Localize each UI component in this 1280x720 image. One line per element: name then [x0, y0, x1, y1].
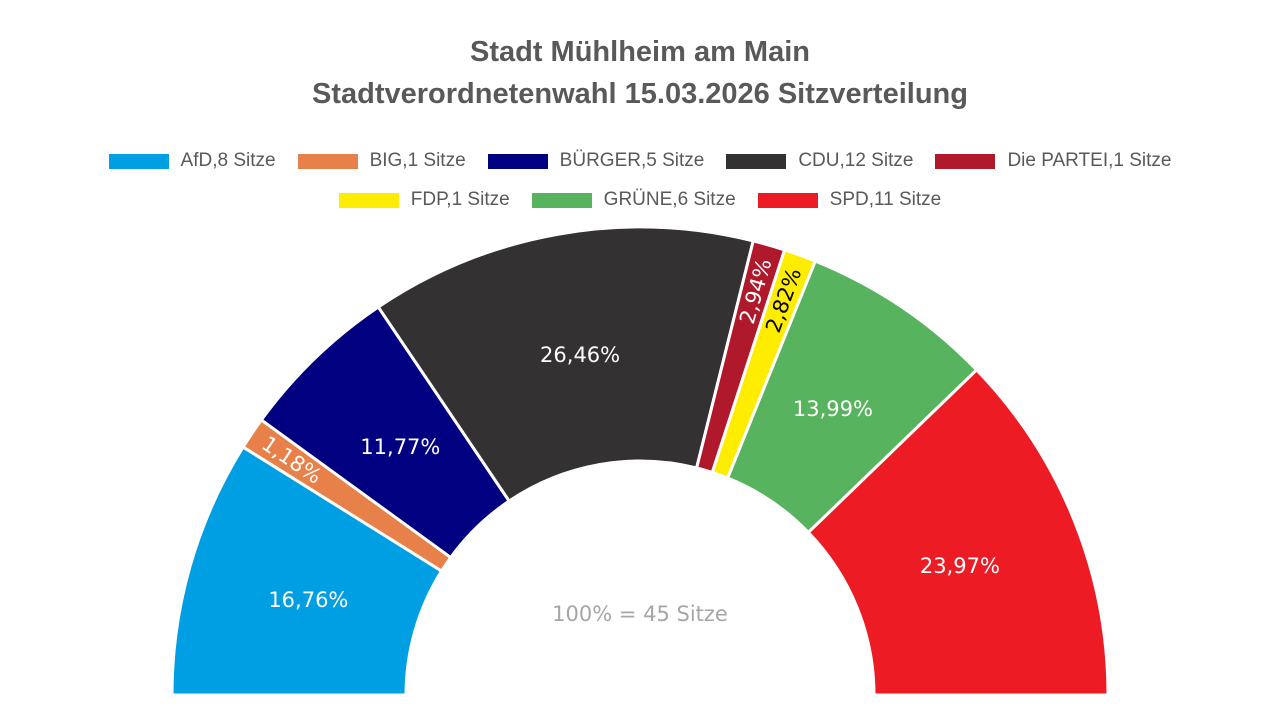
legend-label: AfD,8 Sitze	[180, 150, 276, 171]
data-label: 13,99%	[793, 397, 873, 421]
legend-swatch	[487, 153, 548, 169]
legend-swatch	[935, 153, 996, 169]
legend-label: CDU,12 Sitze	[798, 150, 914, 171]
center-total-label: 100% = 45 Sitze	[552, 602, 728, 626]
legend-label: BIG,1 Sitze	[369, 150, 466, 171]
legend-row-1: AfD,8 Sitze BIG,1 Sitze BÜRGER,5 Sitze CDU,…	[0, 150, 1280, 172]
legend-label: BÜRGER,5 Sitze	[559, 150, 705, 171]
legend-swatch	[726, 153, 787, 169]
legend-label: GRÜNE,6 Sitze	[603, 189, 736, 210]
data-label: 26,46%	[540, 343, 620, 367]
data-label: 23,97%	[920, 554, 1000, 578]
legend-swatch	[297, 153, 358, 169]
legend-item: BÜRGER,5 Sitze	[487, 150, 705, 172]
chart-title-line-1: Stadt Mühlheim am Main	[470, 36, 810, 68]
legend-item: Die PARTEI,1 Sitze	[935, 150, 1171, 172]
legend-item: BIG,1 Sitze	[297, 150, 466, 172]
legend-item: GRÜNE,6 Sitze	[531, 189, 736, 211]
legend-label: SPD,11 Sitze	[829, 189, 942, 210]
legend-item: FDP,1 Sitze	[338, 189, 510, 211]
legend-label: FDP,1 Sitze	[410, 189, 510, 210]
legend-swatch	[757, 192, 818, 208]
legend-row-2: FDP,1 Sitze GRÜNE,6 Sitze SPD,11 Sitze	[0, 189, 1280, 211]
legend-item: CDU,12 Sitze	[726, 150, 913, 172]
chart-title-line-2: Stadtverordnetenwahl 15.03.2026 Sitzvert…	[312, 78, 968, 110]
legend-swatch	[108, 153, 169, 169]
slice-cdu	[376, 225, 756, 504]
legend-swatch	[531, 192, 592, 208]
data-label: 16,76%	[268, 588, 348, 612]
data-label: 11,77%	[360, 435, 440, 459]
legend-swatch	[338, 192, 399, 208]
legend-label: Die PARTEI,1 Sitze	[1007, 150, 1172, 171]
legend-item: AfD,8 Sitze	[108, 150, 276, 172]
legend-item: SPD,11 Sitze	[757, 189, 942, 211]
slice-spd	[806, 367, 1110, 697]
